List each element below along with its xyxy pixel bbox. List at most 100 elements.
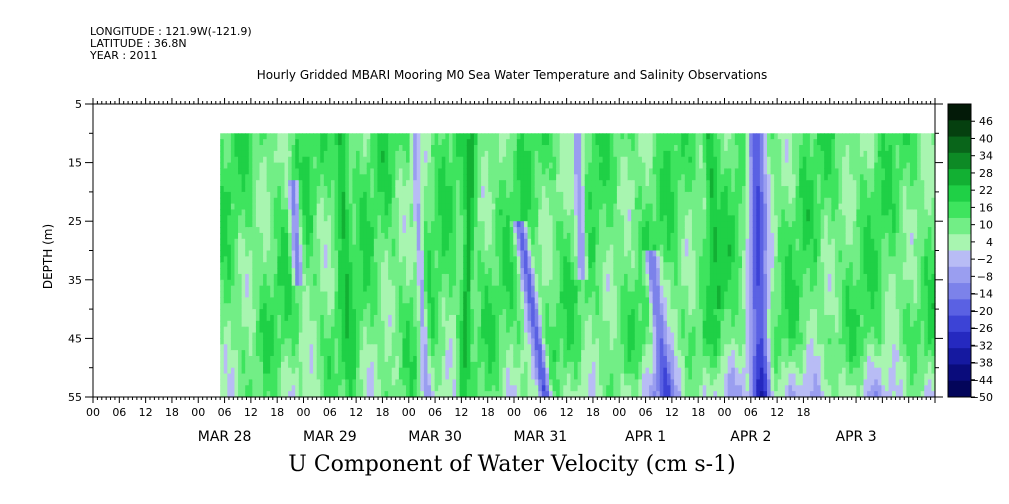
heatmap-cell <box>556 256 561 263</box>
heatmap-cell <box>491 361 496 369</box>
heatmap-cell <box>441 385 446 392</box>
heatmap-cell <box>584 197 589 205</box>
heatmap-cell <box>255 262 261 269</box>
heatmap-cell <box>459 191 464 199</box>
heatmap-cell <box>259 203 264 211</box>
heatmap-cell <box>595 385 600 392</box>
heatmap-cell <box>477 156 482 164</box>
heatmap-cell <box>345 133 350 140</box>
heatmap-cell <box>270 197 275 205</box>
heatmap-cell <box>584 320 589 328</box>
heatmap-cell <box>295 133 300 140</box>
heatmap-cell <box>263 314 268 322</box>
heatmap-cell <box>355 256 361 263</box>
heatmap-cell <box>484 338 489 345</box>
heatmap-cell <box>288 150 293 158</box>
heatmap-cell <box>545 379 550 386</box>
heatmap-cell <box>513 367 518 375</box>
heatmap-cell <box>406 262 411 269</box>
heatmap-cell <box>295 256 300 263</box>
heatmap-cell <box>277 361 282 369</box>
heatmap-cell <box>320 279 325 287</box>
heatmap-cell <box>477 238 482 246</box>
heatmap-cell <box>391 168 396 175</box>
heatmap-cell <box>388 150 393 158</box>
heatmap-cell <box>284 361 289 369</box>
heatmap-cell <box>316 338 321 345</box>
heatmap-cell <box>538 174 543 181</box>
heatmap-cell <box>238 291 243 298</box>
heatmap-cell <box>588 232 593 240</box>
heatmap-cell <box>270 291 275 298</box>
heatmap-cell <box>223 338 228 345</box>
heatmap-cell <box>502 168 507 175</box>
heatmap-cell <box>498 314 504 322</box>
heatmap-cell <box>323 168 328 175</box>
heatmap-cell <box>341 215 346 222</box>
heatmap-cell <box>502 162 507 170</box>
heatmap-cell <box>488 227 493 234</box>
heatmap-cell <box>248 379 253 386</box>
heatmap-cell <box>516 191 521 199</box>
heatmap-cell <box>545 361 550 369</box>
heatmap-cell <box>423 133 429 140</box>
heatmap-cell <box>570 227 575 234</box>
heatmap-cell <box>391 326 396 334</box>
heatmap-cell <box>448 168 454 175</box>
heatmap-cell <box>363 350 368 357</box>
heatmap-cell <box>359 291 364 298</box>
heatmap-cell <box>513 215 518 222</box>
heatmap-cell <box>606 215 611 222</box>
heatmap-cell <box>513 285 518 293</box>
heatmap-cell <box>391 385 396 392</box>
heatmap-cell <box>316 262 321 269</box>
heatmap-cell <box>591 379 597 386</box>
heatmap-cell <box>288 203 293 211</box>
heatmap-cell <box>352 309 357 316</box>
heatmap-cell <box>291 385 296 392</box>
heatmap-cell <box>348 221 354 228</box>
heatmap-cell <box>534 162 539 170</box>
heatmap-cell <box>574 385 579 392</box>
heatmap-cell <box>584 297 589 304</box>
heatmap-cell <box>563 133 568 140</box>
heatmap-cell <box>377 344 382 351</box>
heatmap-cell <box>541 203 547 211</box>
heatmap-cell <box>434 250 439 257</box>
heatmap-cell <box>556 373 561 381</box>
heatmap-cell <box>280 221 286 228</box>
heatmap-cell <box>395 139 400 146</box>
heatmap-cell <box>316 361 321 369</box>
heatmap-cell <box>470 303 475 310</box>
heatmap-cell <box>545 209 550 216</box>
heatmap-cell <box>538 256 543 263</box>
heatmap-cell <box>477 279 482 287</box>
heatmap-cell <box>323 338 328 345</box>
heatmap-cell <box>334 227 339 234</box>
heatmap-cell <box>602 197 607 205</box>
heatmap-cell <box>534 285 539 293</box>
heatmap-cell <box>609 297 614 304</box>
heatmap-cell <box>520 191 525 199</box>
heatmap-cell <box>488 279 493 287</box>
heatmap-cell <box>341 355 346 363</box>
heatmap-cell <box>345 314 350 322</box>
heatmap-cell <box>574 332 579 339</box>
heatmap-cell <box>338 314 343 322</box>
heatmap-cell <box>266 180 271 187</box>
heatmap-cell <box>488 391 493 398</box>
heatmap-cell <box>563 191 568 199</box>
heatmap-cell <box>320 133 325 140</box>
heatmap-cell <box>409 350 414 357</box>
heatmap-cell <box>606 244 611 252</box>
heatmap-cell <box>606 180 611 187</box>
heatmap-cell <box>373 209 379 216</box>
heatmap-cell <box>481 150 486 158</box>
heatmap-cell <box>491 309 496 316</box>
heatmap-cell <box>241 139 246 146</box>
heatmap-cell <box>445 256 450 263</box>
heatmap-cell <box>348 250 354 257</box>
heatmap-cell <box>248 203 253 211</box>
heatmap-cell <box>516 297 521 304</box>
heatmap-cell <box>538 355 543 363</box>
